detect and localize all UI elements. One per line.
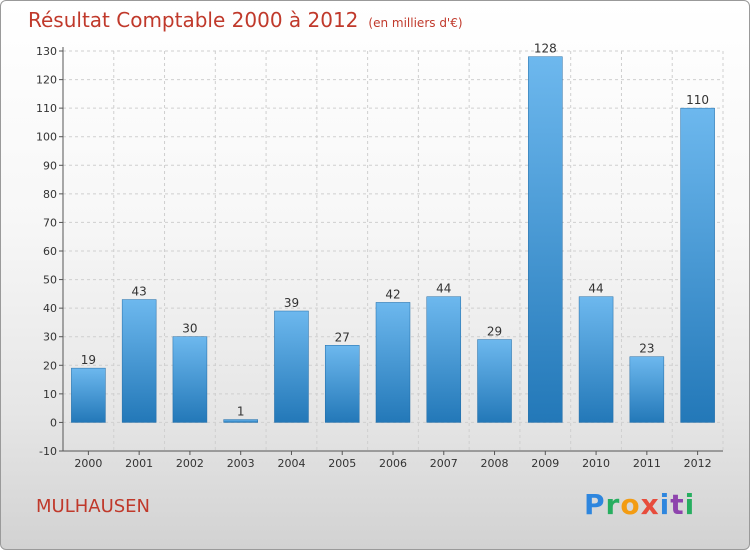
y-tick-label: -10 xyxy=(39,445,57,458)
logo-letter: r xyxy=(605,488,621,521)
y-tick-label: 110 xyxy=(36,102,57,115)
logo-letter: x xyxy=(640,488,660,521)
bar-2010 xyxy=(578,296,614,423)
bar-2001 xyxy=(121,299,157,423)
chart-title: Résultat Comptable 2000 à 2012 (en millie… xyxy=(28,8,463,32)
x-tick-label: 2006 xyxy=(379,457,407,470)
y-tick-label: 100 xyxy=(36,131,57,144)
y-tick-label: 0 xyxy=(50,416,57,429)
x-tick-label: 2001 xyxy=(125,457,153,470)
x-tick-label: 2007 xyxy=(430,457,458,470)
bar-2003 xyxy=(223,419,258,423)
x-tick-label: 2012 xyxy=(684,457,712,470)
y-tick-label: 70 xyxy=(43,216,57,229)
x-tick-label: 2008 xyxy=(481,457,509,470)
value-label: 1 xyxy=(237,405,245,419)
value-label: 128 xyxy=(534,42,557,56)
bar-layer xyxy=(71,56,715,423)
logo-letter: t xyxy=(670,488,685,521)
bar-2008 xyxy=(477,339,512,423)
bar-2007 xyxy=(426,296,462,423)
value-label: 42 xyxy=(385,287,400,301)
value-label: 110 xyxy=(686,93,709,107)
y-tick-label: 30 xyxy=(43,331,57,344)
bar-2000 xyxy=(71,367,106,423)
x-tick-label: 2003 xyxy=(227,457,255,470)
bar-2011 xyxy=(629,356,665,423)
x-tick-label: 2009 xyxy=(531,457,559,470)
value-label: 27 xyxy=(335,330,350,344)
title-unit: (en milliers d'€) xyxy=(368,16,463,30)
x-tick-label: 2010 xyxy=(582,457,610,470)
x-tick-label: 2005 xyxy=(328,457,356,470)
value-label: 44 xyxy=(588,282,603,296)
title-text: Résultat Comptable 2000 à 2012 xyxy=(28,8,359,32)
y-tick-label: 50 xyxy=(43,274,57,287)
bar-2012 xyxy=(680,107,715,423)
value-label: 29 xyxy=(487,325,502,339)
value-label: 43 xyxy=(132,285,147,299)
city-name: MULHAUSEN xyxy=(36,496,151,517)
y-tick-label: 90 xyxy=(43,159,57,172)
bar-2002 xyxy=(172,336,208,423)
x-tick-label: 2011 xyxy=(633,457,661,470)
x-tick-label: 2000 xyxy=(74,457,102,470)
value-label: 44 xyxy=(436,282,451,296)
y-tick-label: 80 xyxy=(43,188,57,201)
y-tick-label: 130 xyxy=(36,45,57,58)
logo-letter: P xyxy=(584,488,606,521)
x-tick-label: 2002 xyxy=(176,457,204,470)
value-label: 30 xyxy=(182,322,197,336)
y-tick-label: 10 xyxy=(43,388,57,401)
bar-2009 xyxy=(528,56,563,423)
y-tick-label: 20 xyxy=(43,359,57,372)
label-layer: 19 43 30 1 39 27 42 44 29 128 44 23 110 xyxy=(81,42,709,419)
value-label: 23 xyxy=(639,342,654,356)
value-label: 39 xyxy=(284,296,299,310)
bar-2004 xyxy=(274,310,309,423)
bar-2005 xyxy=(324,345,360,423)
y-tick-label: 120 xyxy=(36,74,57,87)
logo-letter: o xyxy=(620,488,641,521)
logo-letter: i xyxy=(684,488,696,521)
proxiti-logo: Proxiti xyxy=(584,488,695,521)
x-tick-label: 2004 xyxy=(277,457,305,470)
y-tick-label: 40 xyxy=(43,302,57,315)
y-tick-label: 60 xyxy=(43,245,57,258)
logo-letter: i xyxy=(659,488,671,521)
bar-2006 xyxy=(375,302,411,423)
value-label: 19 xyxy=(81,353,96,367)
